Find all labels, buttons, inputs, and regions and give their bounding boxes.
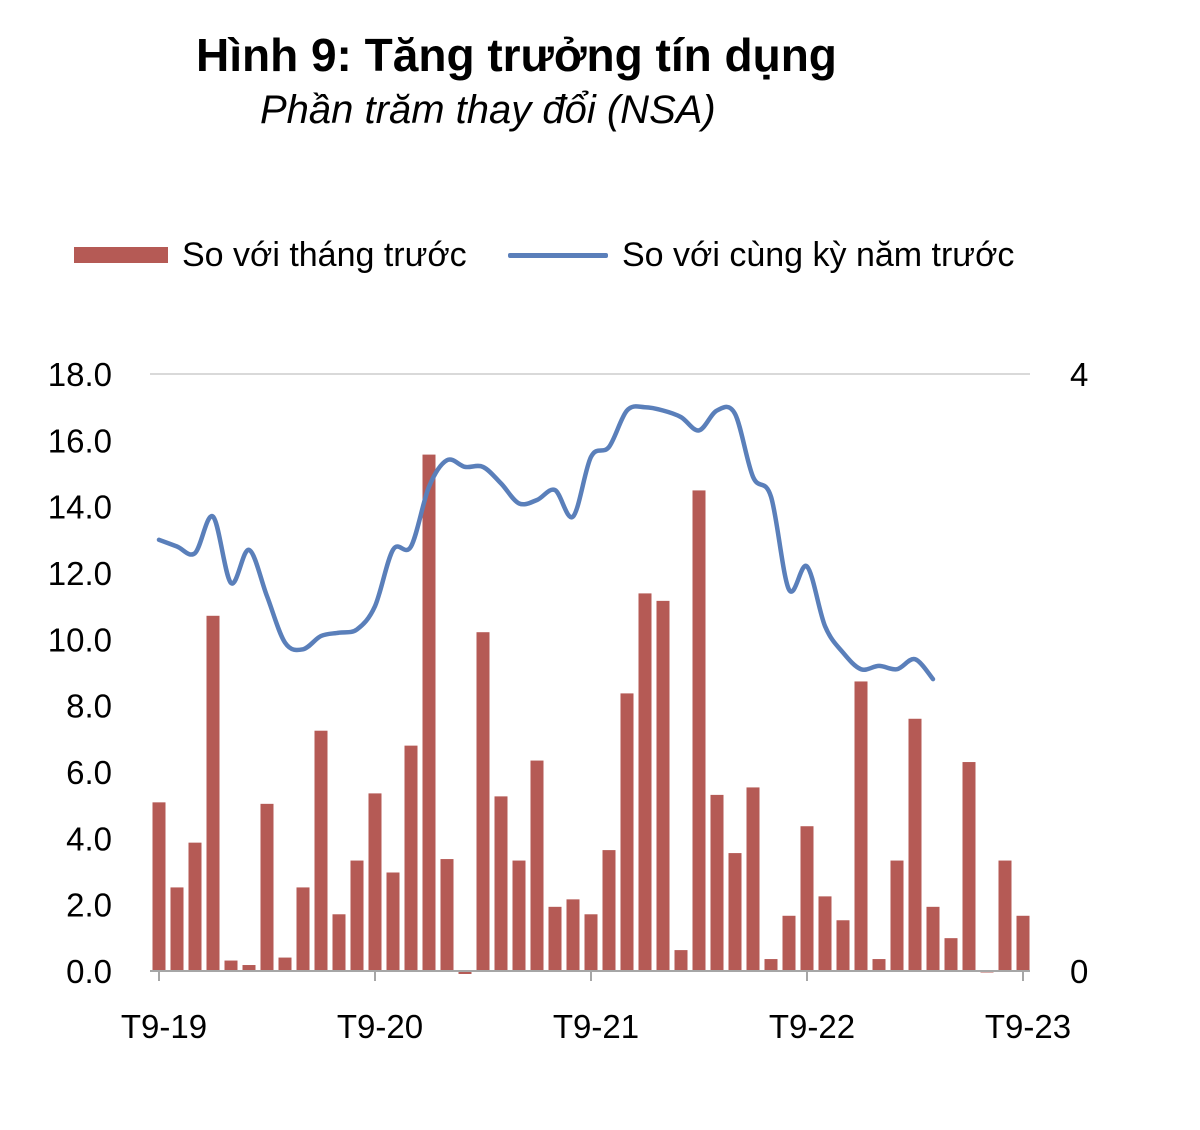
bar <box>512 860 526 971</box>
bar <box>440 859 454 971</box>
chart-subtitle: Phần trăm thay đổi (NSA) <box>260 88 716 132</box>
bar <box>260 803 274 971</box>
legend-label-mom: So với tháng trước <box>182 235 467 274</box>
y-left-tick-label: 12.0 <box>48 555 112 592</box>
bar <box>764 959 778 971</box>
legend-swatch-line <box>508 252 608 258</box>
bar <box>296 887 310 971</box>
bar <box>872 959 886 971</box>
bar <box>278 957 292 971</box>
legend-label-yoy: So với cùng kỳ năm trước <box>622 235 1015 274</box>
legend-item-mom: So với tháng trước <box>74 230 467 280</box>
bar-series <box>152 454 1030 974</box>
y-left-tick-label: 10.0 <box>48 621 112 658</box>
bar <box>818 896 832 971</box>
y-left-tick-label: 6.0 <box>66 754 112 791</box>
line-series <box>156 404 936 682</box>
bar <box>908 718 922 971</box>
legend-item-yoy: So với cùng kỳ năm trước <box>508 230 1014 280</box>
bar <box>368 793 382 971</box>
y-left-tick-label: 2.0 <box>66 887 112 924</box>
bar <box>620 693 634 971</box>
x-tick-label: T9-23 <box>985 1008 1071 1045</box>
bar <box>1016 915 1030 971</box>
bar <box>224 960 238 971</box>
bar <box>170 887 184 971</box>
bar <box>692 490 706 971</box>
bar <box>800 826 814 971</box>
bar <box>602 850 616 971</box>
legend-swatch-bar <box>74 247 168 263</box>
bar <box>584 914 598 971</box>
chart-title: Hình 9: Tăng trưởng tín dụng <box>196 29 837 81</box>
y-right-tick-label: 0 <box>1070 953 1088 990</box>
bar <box>962 762 976 971</box>
x-tick-label: T9-19 <box>121 1008 207 1045</box>
x-tick-label: T9-20 <box>337 1008 423 1045</box>
bar <box>746 787 760 971</box>
bar <box>854 681 868 971</box>
x-tick-label: T9-22 <box>769 1008 855 1045</box>
bar <box>188 842 202 971</box>
bar <box>494 796 508 971</box>
bar <box>530 760 544 971</box>
tick-labels: 0.0 2.0 4.0 6.0 8.0 10.0 12.0 14.0 16.0 18.0 0 4 T9-… <box>48 356 1089 1045</box>
yoy-series-line <box>156 404 936 682</box>
bar <box>242 965 256 971</box>
bar <box>548 906 562 971</box>
bar <box>332 914 346 971</box>
bar <box>926 906 940 971</box>
legend: So với tháng trước So với cùng kỳ năm tr… <box>0 230 1200 280</box>
bar <box>152 802 166 971</box>
y-left-tick-label: 0.0 <box>66 953 112 990</box>
bar <box>350 860 364 971</box>
y-left-tick-label: 14.0 <box>48 489 112 526</box>
bar <box>836 920 850 971</box>
bar <box>386 872 400 971</box>
bar <box>206 615 220 971</box>
bar <box>890 860 904 971</box>
bar <box>944 938 958 971</box>
bar <box>404 745 418 971</box>
bar <box>998 860 1012 971</box>
y-left-tick-label: 4.0 <box>66 820 112 857</box>
bar <box>710 794 724 971</box>
bar <box>566 899 580 971</box>
axis-layer <box>150 970 1030 981</box>
bar <box>728 853 742 971</box>
y-left-tick-label: 8.0 <box>66 688 112 725</box>
x-tick-label: T9-21 <box>553 1008 639 1045</box>
y-left-tick-label: 16.0 <box>48 422 112 459</box>
bar <box>476 632 490 971</box>
bar <box>314 730 328 971</box>
bar <box>638 593 652 971</box>
bar <box>656 600 670 971</box>
bar <box>782 915 796 971</box>
bar <box>458 971 472 974</box>
y-right-tick-label: 4 <box>1070 356 1088 393</box>
bar <box>674 950 688 971</box>
y-left-tick-label: 18.0 <box>48 356 112 393</box>
bar <box>422 454 436 972</box>
